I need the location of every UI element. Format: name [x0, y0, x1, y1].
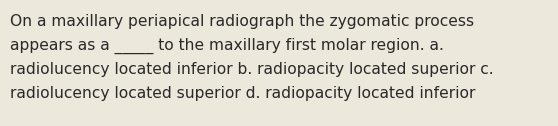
Text: On a maxillary periapical radiograph the zygomatic process: On a maxillary periapical radiograph the… — [10, 14, 474, 29]
Text: radiolucency located superior d. radiopacity located inferior: radiolucency located superior d. radiopa… — [10, 86, 475, 101]
Text: radiolucency located inferior b. radiopacity located superior c.: radiolucency located inferior b. radiopa… — [10, 62, 494, 77]
Text: appears as a _____ to the maxillary first molar region. a.: appears as a _____ to the maxillary firs… — [10, 38, 444, 54]
